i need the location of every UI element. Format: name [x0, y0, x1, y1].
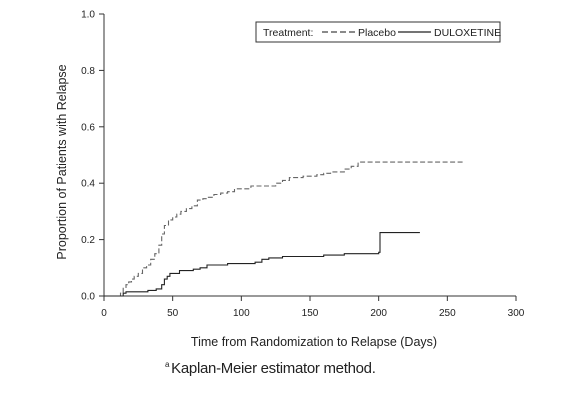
y-tick-label: 0.0: [81, 292, 95, 303]
y-axis: 0.0 0.2 0.4 0.6 0.8 1.0: [81, 10, 104, 303]
y-axis-label: Proportion of Patients with Relapse: [55, 64, 69, 259]
x-tick-label: 150: [302, 308, 319, 319]
kaplan-meier-chart: 0.0 0.2 0.4 0.6 0.8 1.0 0 50 100 150 200 250 300 Pr…: [55, 10, 525, 350]
x-tick-label: 250: [439, 308, 456, 319]
x-tick-label: 200: [370, 308, 387, 319]
y-tick-label: 0.6: [81, 122, 95, 133]
x-axis-label: Time from Randomization to Relapse (Days…: [191, 335, 437, 349]
footnote-marker: a: [165, 360, 170, 369]
y-tick-label: 0.2: [81, 235, 95, 246]
plot-frame: [103, 14, 516, 297]
x-tick-label: 50: [167, 308, 179, 319]
legend: Treatment: Placebo DULOXETINE: [255, 21, 501, 43]
legend-box: [255, 21, 501, 43]
y-tick-label: 1.0: [81, 10, 95, 21]
series-line-duloxetine: [104, 232, 420, 297]
legend-duloxetine-label: DULOXETINE: [434, 27, 501, 39]
legend-title: Treatment:: [263, 27, 313, 39]
x-tick-label: 100: [233, 308, 250, 319]
legend-placebo-label: Placebo: [358, 27, 396, 39]
x-tick-label: 300: [508, 308, 525, 319]
footnote-text: Kaplan-Meier estimator method.: [171, 360, 376, 377]
x-tick-label: 0: [101, 308, 107, 319]
series-layer: [104, 161, 464, 297]
footnote: a Kaplan-Meier estimator method.: [165, 360, 376, 377]
y-tick-label: 0.8: [81, 66, 95, 77]
y-tick-label: 0.4: [81, 179, 95, 190]
x-axis: 0 50 100 150 200 250 300: [101, 296, 525, 319]
series-line-placebo: [104, 161, 464, 297]
